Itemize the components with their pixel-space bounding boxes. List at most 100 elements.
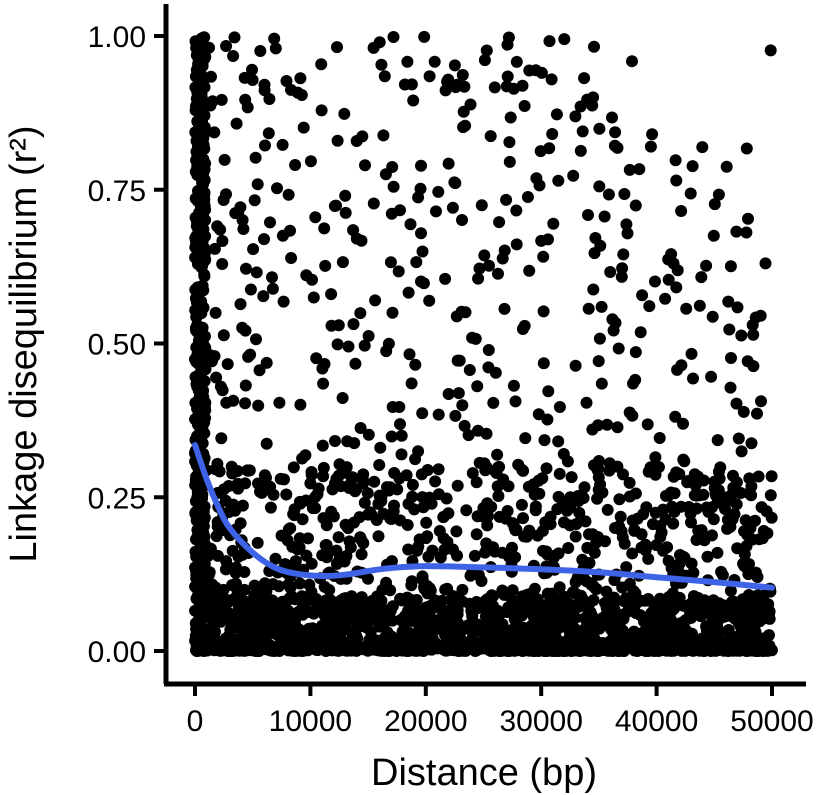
data-point: [422, 550, 435, 563]
data-point: [475, 199, 488, 212]
y-axis-title: Linkage disequilibrium (r²): [3, 125, 45, 562]
data-point: [249, 151, 262, 164]
data-point: [616, 531, 629, 544]
data-point: [411, 544, 424, 557]
data-point: [569, 110, 582, 123]
data-point: [252, 477, 264, 490]
data-point: [587, 594, 600, 607]
data-point: [264, 216, 276, 229]
data-point: [615, 270, 628, 283]
data-point: [405, 579, 418, 592]
data-point: [227, 50, 240, 62]
data-point: [195, 307, 208, 320]
data-point: [273, 396, 286, 409]
data-point: [198, 268, 211, 281]
data-point: [423, 294, 436, 307]
data-point: [481, 519, 494, 532]
data-point: [248, 589, 261, 602]
data-point: [604, 619, 617, 632]
data-point: [315, 104, 328, 117]
data-point: [378, 70, 391, 83]
x-tick-label: 10000: [269, 705, 352, 738]
data-point: [222, 480, 235, 492]
data-point: [339, 643, 352, 656]
data-point: [501, 70, 514, 83]
data-point: [246, 613, 259, 626]
data-point: [442, 388, 455, 400]
data-point: [456, 214, 468, 226]
data-point: [696, 141, 709, 154]
data-point: [250, 333, 262, 346]
data-point: [501, 38, 514, 51]
data-point: [471, 380, 484, 393]
data-point: [620, 592, 632, 605]
data-point: [618, 188, 631, 200]
data-point: [403, 348, 416, 361]
data-point: [478, 249, 491, 262]
data-point: [415, 227, 427, 240]
data-point: [320, 519, 333, 532]
data-point: [264, 501, 277, 514]
data-point: [354, 594, 367, 607]
data-point: [266, 271, 278, 284]
data-point: [320, 539, 333, 551]
data-point: [305, 557, 318, 570]
data-point: [633, 163, 646, 176]
data-point: [742, 212, 754, 225]
data-point: [543, 142, 556, 155]
data-point: [569, 530, 582, 543]
data-point: [190, 572, 203, 585]
data-point: [621, 227, 634, 240]
data-point: [448, 59, 461, 72]
data-point: [600, 585, 613, 598]
data-point: [269, 552, 282, 565]
data-point: [251, 536, 264, 549]
data-point: [236, 499, 249, 512]
data-point: [666, 604, 679, 617]
data-point: [744, 522, 757, 535]
data-point: [331, 338, 344, 351]
data-point: [510, 595, 523, 608]
data-point: [342, 340, 355, 353]
data-point: [218, 153, 231, 166]
data-point: [479, 610, 492, 623]
data-point: [428, 636, 441, 648]
data-point: [484, 130, 497, 143]
data-point: [239, 379, 252, 392]
data-point: [253, 364, 266, 377]
data-point: [734, 638, 747, 650]
data-point: [329, 479, 342, 492]
data-point: [285, 252, 298, 264]
data-point: [677, 417, 689, 430]
data-point: [652, 622, 665, 635]
data-point: [372, 530, 385, 543]
data-point: [701, 642, 714, 655]
data-point: [743, 472, 756, 485]
data-point: [740, 540, 753, 553]
data-point: [493, 216, 506, 229]
data-point: [339, 466, 352, 479]
data-point: [761, 527, 774, 540]
data-point: [736, 606, 749, 619]
data-point: [730, 225, 743, 238]
data-point: [280, 488, 293, 501]
data-point: [326, 644, 339, 657]
data-point: [404, 218, 417, 231]
data-point: [479, 595, 492, 608]
data-point: [485, 645, 497, 657]
data-point: [415, 275, 427, 288]
data-point: [293, 577, 306, 590]
data-point: [711, 546, 724, 559]
data-point: [553, 467, 566, 480]
data-point: [284, 224, 296, 237]
data-point: [316, 439, 329, 452]
data-point: [416, 615, 429, 628]
data-point: [345, 626, 358, 639]
data-point: [466, 467, 479, 480]
data-point: [275, 529, 288, 542]
data-point: [553, 581, 566, 594]
data-point: [616, 262, 629, 275]
data-point: [535, 618, 548, 631]
data-point: [309, 211, 322, 224]
